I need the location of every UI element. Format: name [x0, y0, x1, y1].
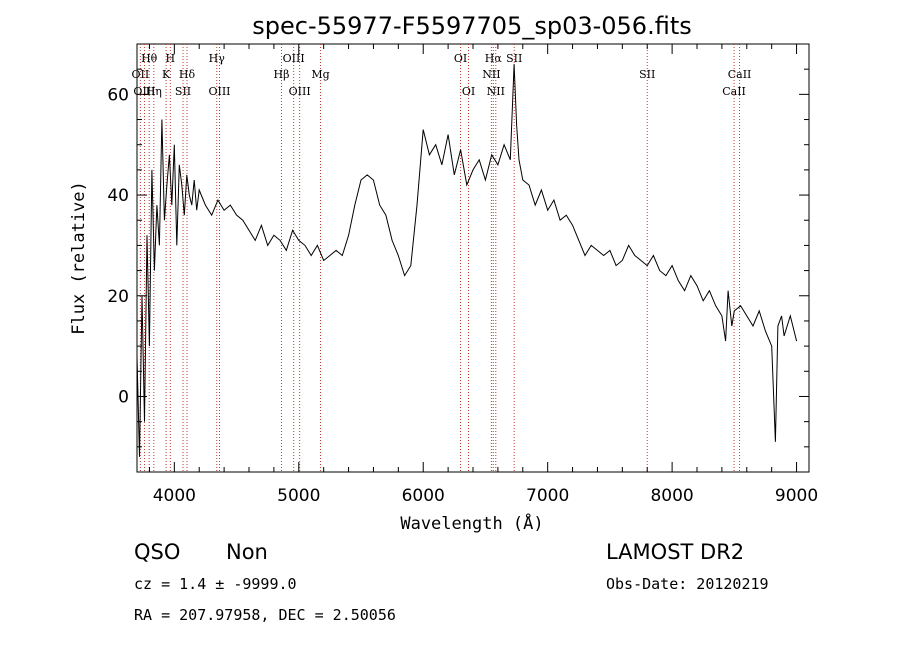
emission-line-label: Hη	[146, 85, 162, 98]
emission-line-label: Hβ	[274, 68, 290, 81]
emission-line-label: OIII	[208, 85, 230, 98]
object-subclass: Non	[226, 540, 268, 564]
emission-line-label: Hγ	[209, 52, 226, 65]
y-tick-label: 0	[118, 387, 129, 407]
plot-frame	[136, 43, 810, 473]
emission-line-label: OI	[462, 85, 475, 98]
observation-date: Obs-Date: 20120219	[606, 575, 769, 593]
emission-line-label: OIII	[283, 52, 305, 65]
emission-line-label: Hα	[485, 52, 503, 65]
emission-line-label: Hδ	[179, 68, 196, 81]
x-tick-label: 6000	[402, 486, 445, 506]
axis-ticks: 4000 5000 6000 7000 8000 9000 0 20 40 60	[107, 44, 818, 506]
emission-line-label: Mg	[311, 68, 329, 81]
emission-line-label: SII	[175, 85, 191, 98]
x-tick-label: 9000	[775, 486, 818, 506]
emission-line-label: NII	[487, 85, 505, 98]
object-class: QSO	[134, 540, 180, 564]
emission-line-label: OIII	[289, 85, 311, 98]
emission-line-label: SII	[639, 68, 655, 81]
redshift-text: cz = 1.4 ± -9999.0	[134, 575, 297, 593]
emission-line-label: K	[162, 68, 171, 81]
emission-line-label: SII	[506, 52, 522, 65]
x-tick-label: 7000	[526, 486, 569, 506]
x-tick-label: 8000	[650, 486, 693, 506]
x-tick-label: 5000	[277, 486, 320, 506]
y-axis-label: Flux (relative)	[69, 181, 89, 335]
emission-line-label: CaII	[722, 85, 746, 98]
x-tick-label: 4000	[153, 486, 196, 506]
emission-line-label: OII	[132, 68, 150, 81]
emission-line-label: NII	[482, 68, 500, 81]
emission-line-label: H	[166, 52, 176, 65]
emission-line-label: OI	[454, 52, 467, 65]
y-tick-label: 20	[107, 287, 129, 307]
emission-line-label: CaII	[728, 68, 752, 81]
emission-line-label: Hθ	[141, 52, 158, 65]
survey-name: LAMOST DR2	[606, 540, 744, 564]
coordinates-text: RA = 207.97958, DEC = 2.50056	[134, 606, 396, 624]
chart-title: spec-55977-F5597705_sp03-056.fits	[252, 12, 691, 40]
y-tick-label: 60	[107, 85, 129, 105]
x-axis-label: Wavelength (Å)	[400, 512, 543, 534]
y-tick-label: 40	[107, 186, 129, 206]
spectrum-line	[136, 64, 798, 457]
